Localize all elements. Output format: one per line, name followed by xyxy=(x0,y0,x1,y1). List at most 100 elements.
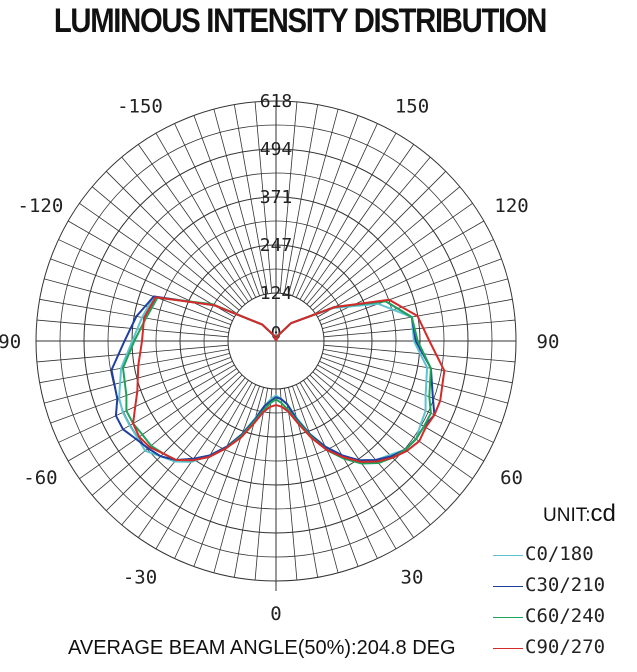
grid-spoke xyxy=(309,171,446,308)
grid-spoke xyxy=(155,132,253,300)
legend-label: C0/180 xyxy=(525,543,594,565)
grid-spoke xyxy=(193,115,260,297)
angle-label: -150 xyxy=(117,95,163,117)
grid-spoke xyxy=(319,360,494,443)
grid-spoke xyxy=(121,377,246,526)
polar-grid xyxy=(35,100,517,591)
radial-tick-label: 371 xyxy=(260,187,293,208)
grid-spoke xyxy=(36,344,229,363)
grid-spoke xyxy=(295,384,378,559)
radial-tick-label: 494 xyxy=(260,139,293,160)
curve-C90-270 xyxy=(132,296,446,463)
radial-tick-label: 247 xyxy=(260,235,293,256)
unit-value: cd xyxy=(590,500,616,527)
grid-spoke xyxy=(254,388,273,581)
angle-label: 0 xyxy=(270,603,281,625)
grid-spoke xyxy=(36,319,229,338)
radial-tick-label: 124 xyxy=(260,283,293,304)
grid-spoke xyxy=(299,132,397,300)
grid-spoke xyxy=(315,368,473,479)
grid-spoke xyxy=(50,357,232,424)
grid-spoke xyxy=(303,144,414,302)
curve-C60-240 xyxy=(122,296,432,465)
grid-spoke xyxy=(309,374,446,511)
grid-spoke xyxy=(193,385,260,567)
grid-spoke xyxy=(315,203,473,314)
grid-spoke xyxy=(312,371,461,496)
grid-spoke xyxy=(254,101,273,294)
legend-label: C60/240 xyxy=(525,605,606,627)
grid-spoke xyxy=(299,382,397,550)
grid-spoke xyxy=(39,298,229,334)
grid-spoke xyxy=(323,348,513,384)
grid-spoke xyxy=(155,382,253,550)
grid-spoke xyxy=(39,348,229,384)
legend-swatch xyxy=(493,555,523,556)
grid-spoke xyxy=(320,258,502,325)
radial-tick-label: 0 xyxy=(271,323,282,344)
curve-C0-180 xyxy=(118,295,429,463)
grid-spoke xyxy=(79,203,237,314)
grid-spoke xyxy=(233,388,269,578)
grid-spoke xyxy=(67,364,235,462)
grid-spoke xyxy=(288,109,339,295)
unit-prefix: UNIT: xyxy=(543,505,591,526)
grid-spoke xyxy=(317,220,485,318)
radial-tick-label: 618 xyxy=(260,91,293,112)
grid-spoke xyxy=(67,220,235,318)
grid-spoke xyxy=(279,101,298,294)
grid-spoke xyxy=(213,387,264,573)
grid-spoke xyxy=(322,278,508,329)
angle-label: 120 xyxy=(494,195,528,217)
legend-label: C30/210 xyxy=(525,574,606,596)
angle-label: 60 xyxy=(500,467,523,489)
grid-spoke xyxy=(312,186,461,311)
grid-spoke xyxy=(91,371,240,496)
intensity-curves xyxy=(110,295,446,465)
angle-labels: 0 30 60 90 120 150 -30 -60 -90 -120 -150 xyxy=(0,95,559,625)
grid-spoke xyxy=(283,104,319,294)
grid-spoke xyxy=(303,380,414,538)
grid-spoke xyxy=(283,388,319,578)
angle-label: 30 xyxy=(401,567,424,589)
grid-spoke xyxy=(174,123,257,298)
grid-spoke xyxy=(44,278,230,329)
grid-spoke xyxy=(317,364,485,462)
grid-spoke xyxy=(58,239,233,322)
grid-spoke xyxy=(138,144,249,302)
grid-spoke xyxy=(323,319,516,338)
angle-label: -90 xyxy=(0,331,21,353)
legend-swatch xyxy=(493,648,523,649)
beam-angle-text: AVERAGE BEAM ANGLE(50%):204.8 DEG xyxy=(68,637,456,659)
radial-tick-labels: 0 124 247 371 494 618 xyxy=(260,91,293,344)
grid-spoke xyxy=(106,374,243,511)
grid-spoke xyxy=(91,186,240,311)
grid-spoke xyxy=(292,385,359,567)
angle-label: -60 xyxy=(23,467,57,489)
angle-label: -30 xyxy=(123,567,157,589)
legend-swatch xyxy=(493,586,523,587)
grid-spoke xyxy=(174,384,257,559)
legend-label: C90/270 xyxy=(525,636,606,658)
grid-spoke xyxy=(50,258,232,325)
grid-spoke xyxy=(121,156,246,305)
grid-spoke xyxy=(79,368,237,479)
grid-spoke xyxy=(320,357,502,424)
unit-label: UNIT:cd xyxy=(543,500,616,528)
angle-label: 90 xyxy=(537,331,560,353)
grid-spoke xyxy=(319,239,494,322)
grid-spoke xyxy=(322,353,508,404)
angle-label: -120 xyxy=(18,195,64,217)
grid-spoke xyxy=(233,104,269,294)
grid-spoke xyxy=(306,377,431,526)
curve-C30-210 xyxy=(110,295,436,462)
grid-spoke xyxy=(58,360,233,443)
grid-spoke xyxy=(106,171,243,308)
legend-swatch xyxy=(493,617,523,618)
grid-spoke xyxy=(213,109,264,295)
grid-spoke xyxy=(279,388,298,581)
chart-title: LUMINOUS INTENSITY DISTRIBUTION xyxy=(53,2,548,40)
grid-spoke xyxy=(306,156,431,305)
angle-label: 150 xyxy=(395,95,429,117)
